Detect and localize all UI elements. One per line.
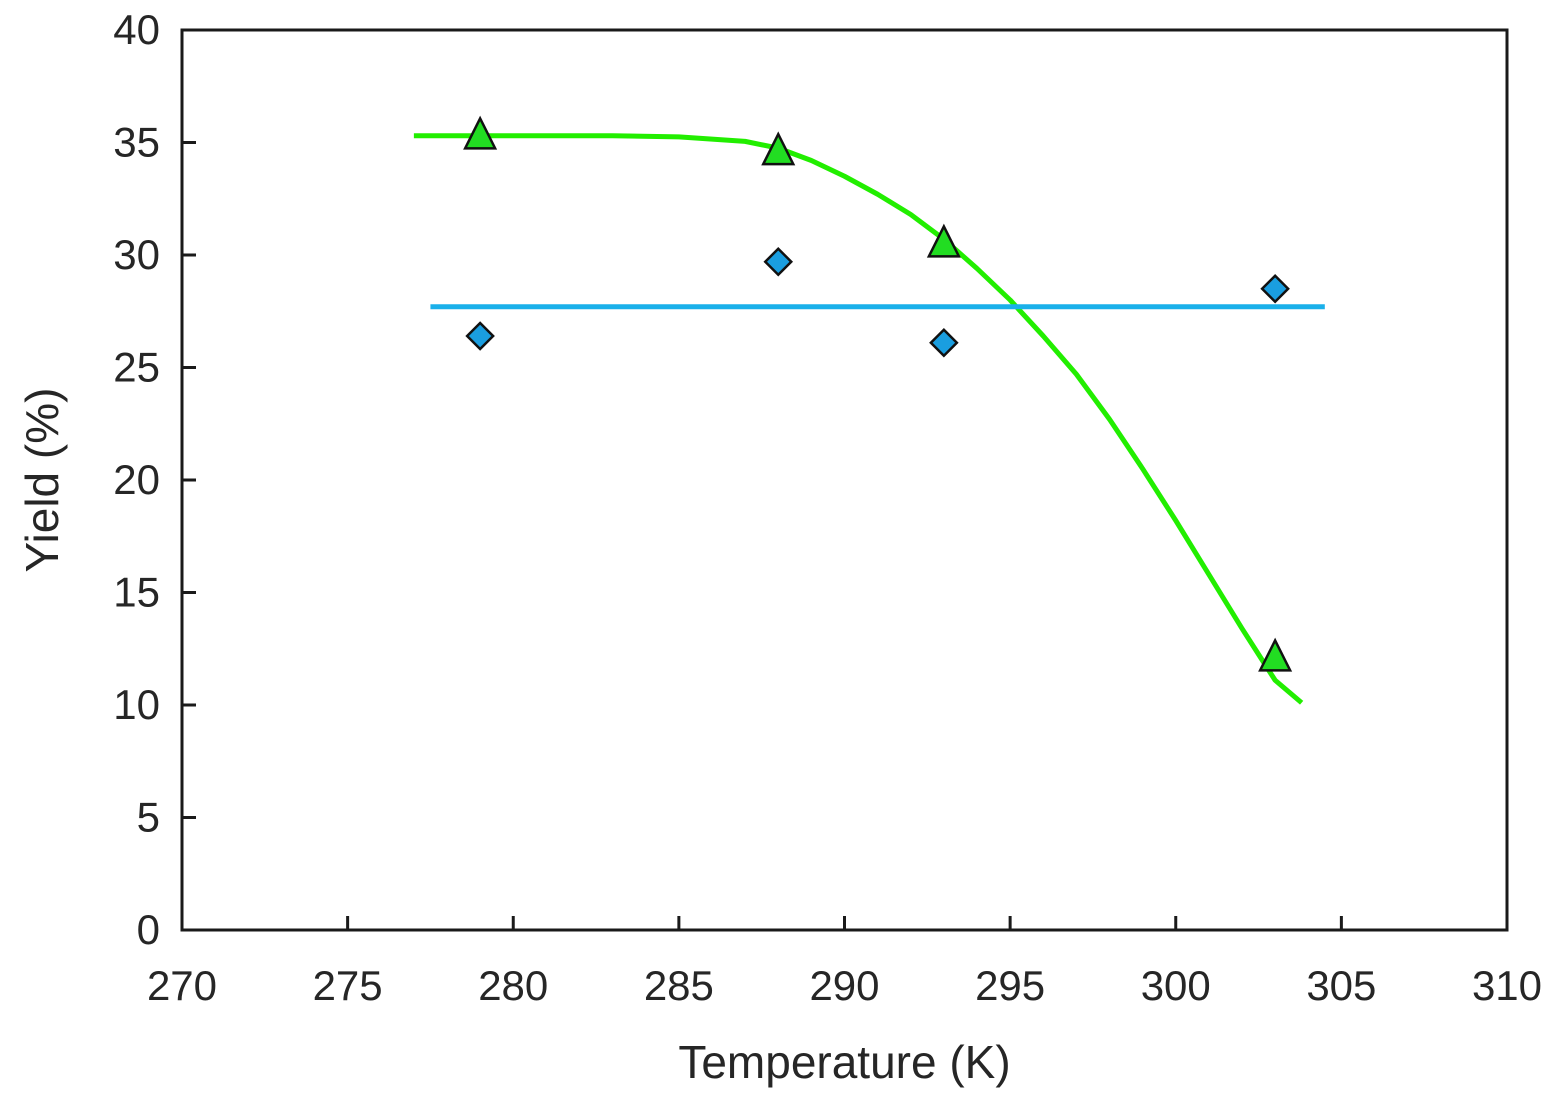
x-tick-label: 295 [975, 962, 1045, 1009]
x-tick-label: 275 [313, 962, 383, 1009]
x-tick-label: 310 [1472, 962, 1542, 1009]
y-tick-label: 15 [113, 569, 160, 616]
x-tick-label: 300 [1141, 962, 1211, 1009]
x-tick-label: 305 [1306, 962, 1376, 1009]
y-ticks: 0 5 10 15 20 25 30 35 40 [113, 6, 196, 953]
diamond-point [1260, 273, 1290, 304]
y-tick-label: 20 [113, 456, 160, 503]
fit-curves [413, 133, 1325, 705]
diamond-point [763, 246, 794, 277]
x-tick-label: 290 [809, 962, 879, 1009]
x-ticks: 270 275 280 285 290 295 300 305 310 [147, 916, 1542, 1009]
y-tick-label: 40 [113, 6, 160, 53]
triangle-point [463, 115, 498, 150]
x-tick-label: 285 [644, 962, 714, 1009]
data-points [463, 115, 1293, 672]
y-tick-label: 25 [113, 344, 160, 391]
plot-area [180, 28, 1509, 932]
y-tick-label: 10 [113, 681, 160, 728]
y-tick-label: 35 [113, 119, 160, 166]
diamond-point [465, 321, 495, 351]
triangle-point [926, 223, 961, 258]
triangle-point [761, 131, 796, 166]
y-tick-label: 30 [113, 231, 160, 278]
fit-curve-1 [413, 133, 1304, 705]
x-tick-label: 280 [478, 962, 548, 1009]
y-tick-label: 5 [137, 794, 160, 841]
x-axis-title: Temperature (K) [678, 1036, 1010, 1088]
diamond-point [929, 327, 959, 358]
x-tick-label: 270 [147, 962, 217, 1009]
y-axis-title: Yield (%) [16, 388, 68, 573]
y-tick-label: 0 [137, 906, 160, 953]
triangle-point [1258, 637, 1293, 672]
